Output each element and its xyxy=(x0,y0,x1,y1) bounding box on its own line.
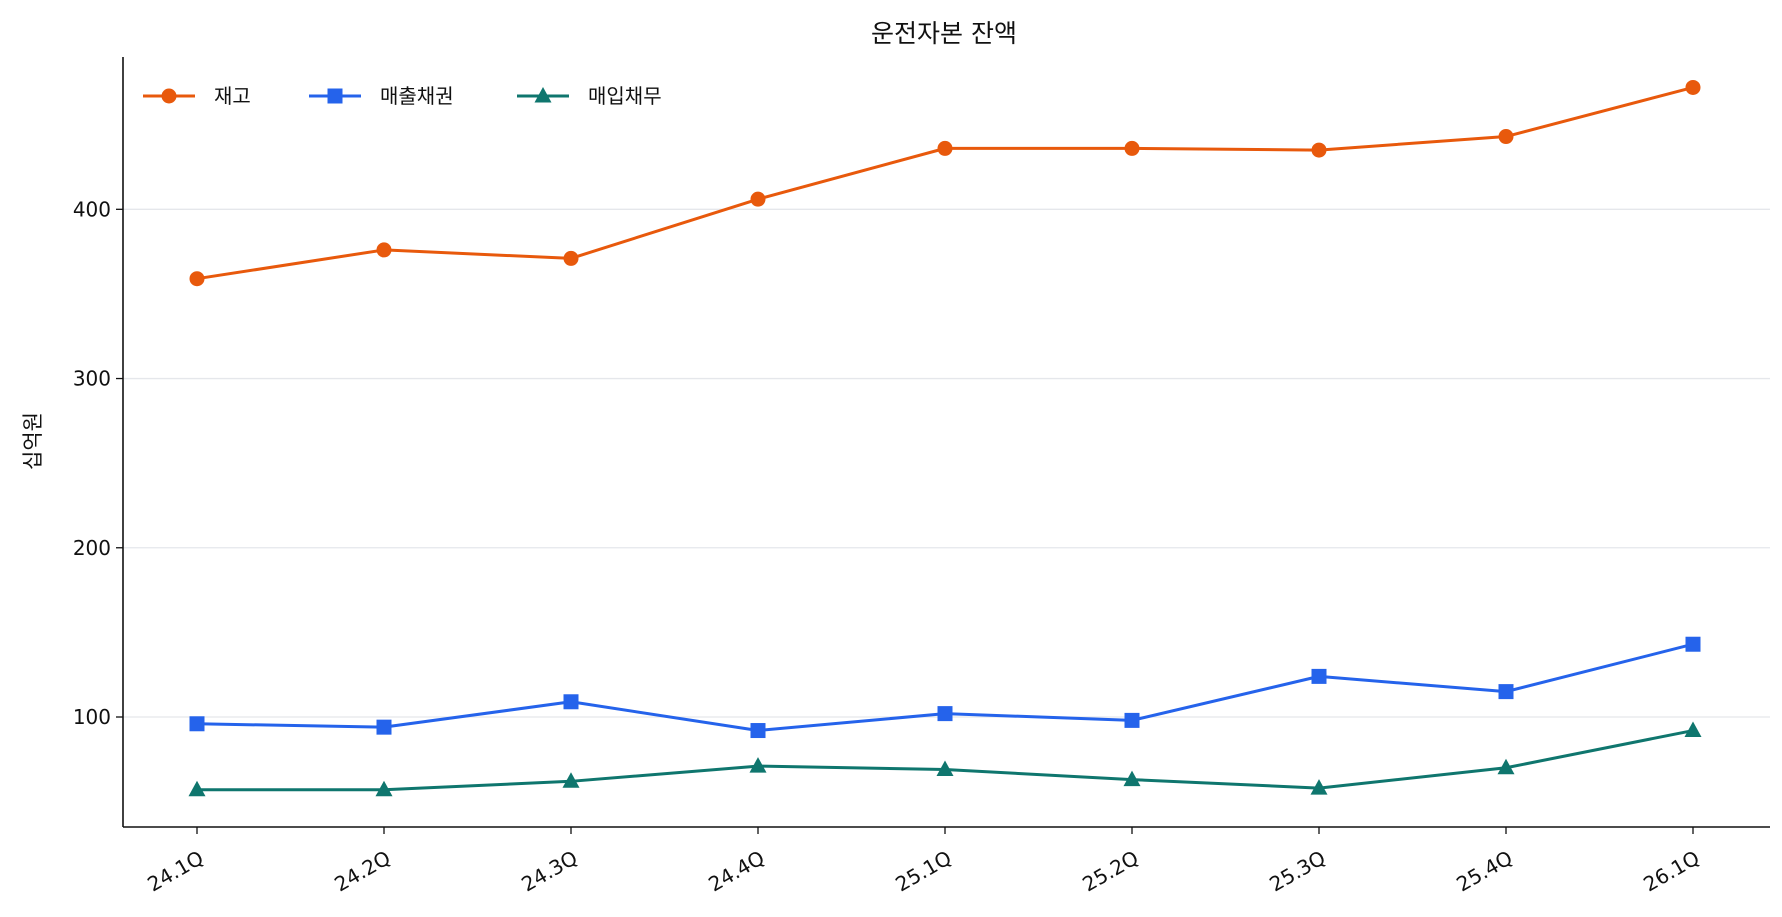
x-tick-label: 25.3Q xyxy=(1265,846,1329,897)
series-3 xyxy=(188,721,1702,797)
legend[interactable]: 재고 매출채권 매입채무 xyxy=(143,84,662,108)
data-point xyxy=(937,706,953,722)
x-tick-label: 25.1Q xyxy=(891,846,955,897)
data-point xyxy=(563,250,579,266)
x-tick-label: 26.1Q xyxy=(1639,846,1703,897)
data-point xyxy=(1310,779,1328,795)
y-tick-label: 400 xyxy=(73,197,111,221)
legend-label: 매입채무 xyxy=(588,84,662,108)
axes: 100 200 300 400 24.1Q 24.2Q 24.3Q 24.4Q 25.1Q 25.… xyxy=(73,57,1770,896)
series-2 xyxy=(189,636,1701,739)
legend-marker xyxy=(161,88,177,104)
data-point xyxy=(1497,758,1515,775)
data-point xyxy=(937,140,953,156)
x-tick-label: 24.1Q xyxy=(143,846,207,897)
data-point xyxy=(1124,712,1140,728)
x-tick-label: 24.3Q xyxy=(517,846,581,897)
data-point xyxy=(375,780,393,797)
data-point xyxy=(376,242,392,258)
x-tick-label: 25.4Q xyxy=(1452,846,1516,897)
data-point xyxy=(1498,684,1514,700)
legend-marker xyxy=(534,87,552,103)
legend-item[interactable]: 재고 xyxy=(143,84,251,108)
data-point xyxy=(936,760,954,776)
data-point xyxy=(189,271,205,287)
x-tick-label: 25.2Q xyxy=(1078,846,1142,897)
data-point xyxy=(1311,142,1327,158)
y-tick-label: 300 xyxy=(73,367,111,391)
series-line xyxy=(196,86,1694,281)
legend-marker xyxy=(327,88,343,104)
legend-label: 매출채권 xyxy=(380,84,454,108)
data-point xyxy=(1124,140,1140,156)
data-point xyxy=(1311,668,1327,684)
y-tick-label: 200 xyxy=(73,536,111,560)
legend-label: 재고 xyxy=(214,84,251,108)
x-tick-label: 24.2Q xyxy=(330,846,394,897)
data-point xyxy=(189,716,205,732)
data-point xyxy=(1685,636,1701,652)
legend-item[interactable]: 매출채권 xyxy=(309,84,454,108)
series-line xyxy=(197,729,1694,792)
data-point xyxy=(750,723,766,739)
data-point xyxy=(1685,79,1701,95)
data-point xyxy=(749,757,767,773)
data-point xyxy=(562,772,580,788)
series-group xyxy=(188,79,1702,797)
data-point xyxy=(1123,770,1141,787)
legend-item[interactable]: 매입채무 xyxy=(517,84,662,108)
data-point xyxy=(563,694,579,710)
data-point xyxy=(750,191,766,207)
y-axis-label: 십억원 xyxy=(21,412,45,470)
gridlines xyxy=(123,208,1770,718)
chart-title: 운전자본 잔액 xyxy=(871,19,1017,48)
data-point xyxy=(188,780,206,797)
data-point xyxy=(1684,721,1702,738)
data-point xyxy=(1498,129,1514,145)
data-point xyxy=(376,719,392,735)
series-1 xyxy=(189,79,1701,287)
x-tick-label: 24.4Q xyxy=(704,846,768,897)
y-tick-label: 100 xyxy=(73,705,111,729)
